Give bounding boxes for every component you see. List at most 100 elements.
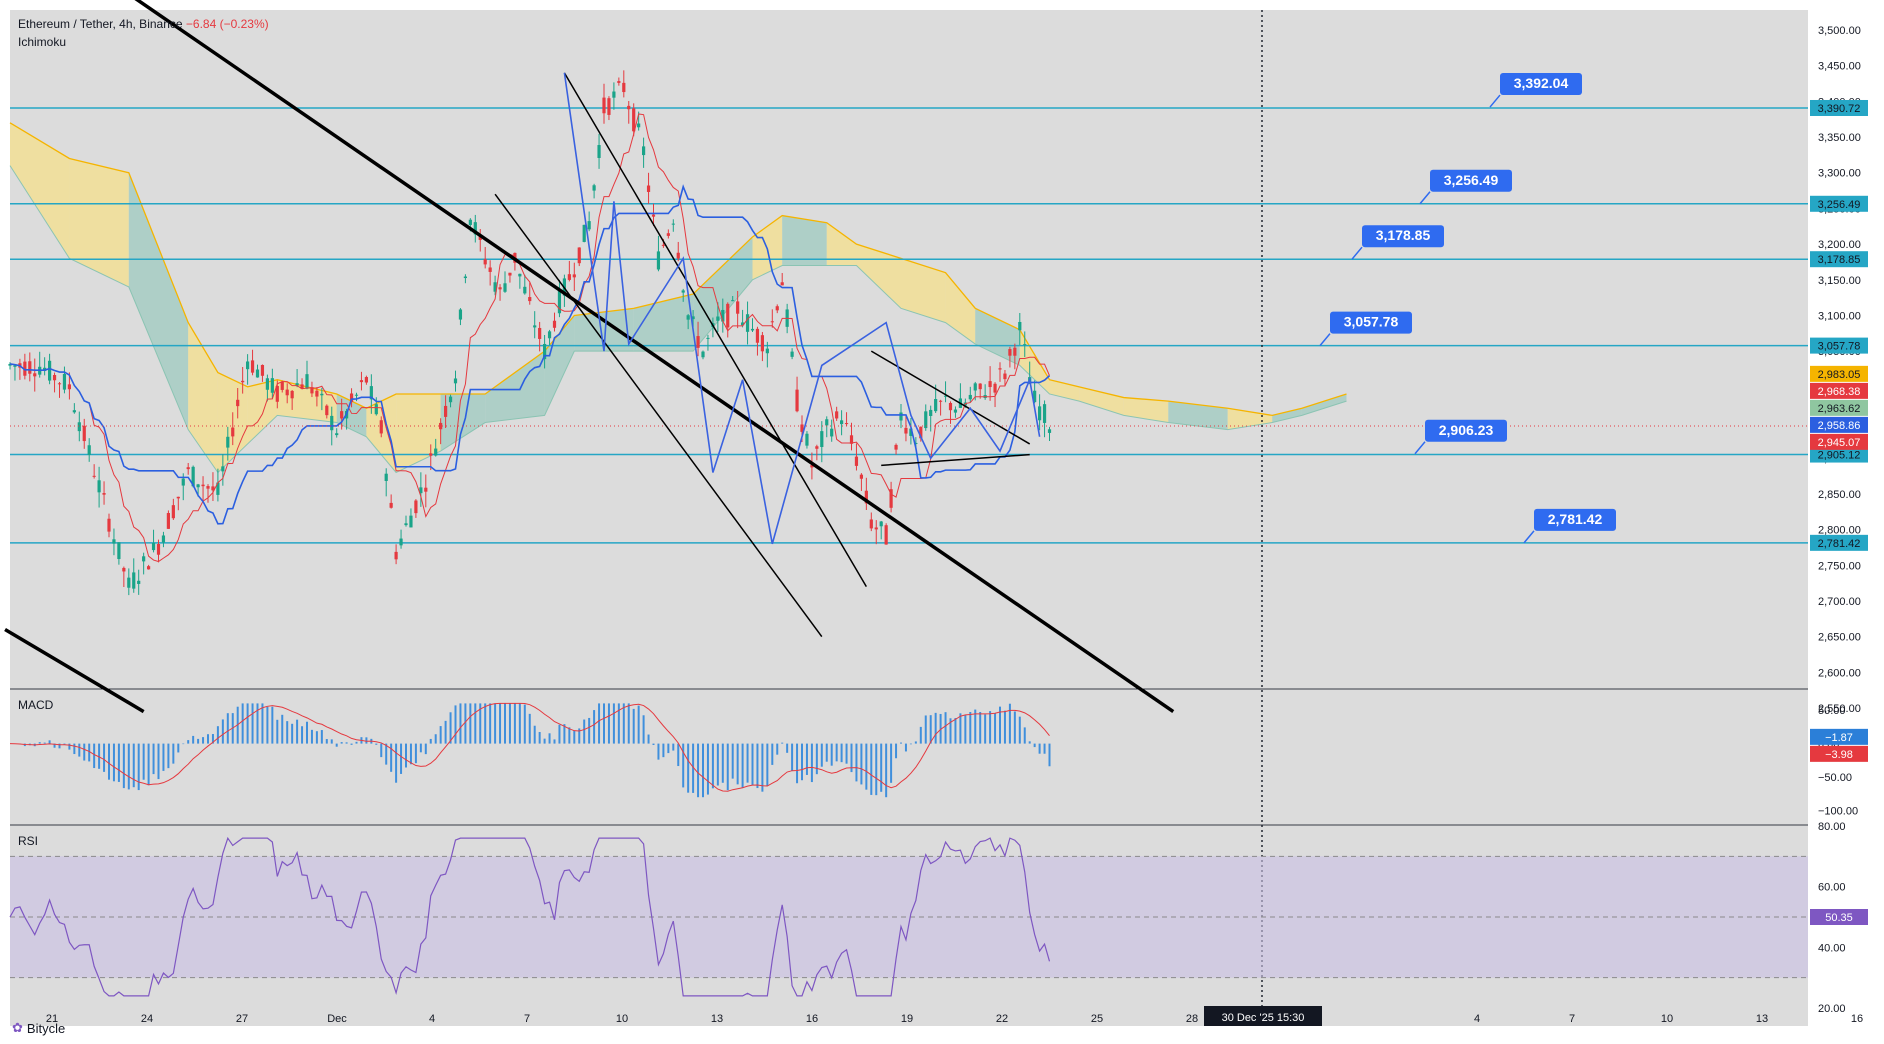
candle-body	[1047, 429, 1052, 433]
candle-body	[934, 399, 938, 412]
time-tick-label: Dec	[327, 1013, 347, 1025]
candle-body	[236, 399, 240, 407]
candle-body	[325, 405, 329, 416]
callout-label: 3,057.78	[1344, 314, 1399, 330]
candle-body	[107, 518, 111, 532]
brand-name: Bitycle	[26, 1020, 66, 1036]
candle-body	[102, 493, 106, 495]
level-tag-label: 3,057.78	[1818, 341, 1861, 353]
candle-body	[646, 185, 651, 192]
candle-body	[444, 405, 448, 417]
cloud-segment	[945, 272, 976, 345]
candle-body	[473, 222, 477, 235]
candle-body	[221, 466, 225, 472]
cloud-segment	[128, 172, 189, 430]
time-tick-label: 22	[996, 1013, 1008, 1025]
rsi-pane-label: RSI	[18, 834, 39, 848]
cloud-segment	[826, 222, 857, 266]
candle-body	[1033, 390, 1037, 403]
candle-body	[884, 525, 888, 545]
time-tick-label: 7	[524, 1013, 530, 1025]
callout-label: 2,906.23	[1439, 422, 1494, 438]
callout-box	[1425, 419, 1507, 442]
candle-body	[765, 348, 769, 354]
candle-body	[602, 97, 606, 114]
callout-pointer	[1414, 441, 1426, 455]
candle-body	[894, 444, 898, 450]
price-tick-label: 2,750.00	[1818, 560, 1861, 572]
candle-body	[543, 343, 547, 360]
candle-body	[1008, 349, 1012, 356]
candle-body	[122, 567, 126, 572]
candle-body	[488, 267, 492, 272]
symbol-title: Ethereum / Tether, 4h, Binance −6.84 (−0…	[18, 17, 269, 31]
candle-body	[607, 98, 611, 115]
candle-body	[770, 321, 774, 323]
time-tick-label: 7	[1569, 1013, 1575, 1025]
candle-body	[250, 360, 255, 373]
candle-body	[468, 219, 472, 225]
candle-body	[349, 393, 354, 403]
callout-pointer	[1351, 246, 1363, 260]
candle-body	[127, 577, 131, 588]
projection-zigzag	[563, 72, 1041, 545]
price-change: −6.84 (−0.23%)	[185, 17, 269, 31]
falling-wedge-lower	[494, 193, 823, 638]
level-tag-label: 3,256.49	[1818, 199, 1861, 211]
candle-body	[617, 81, 621, 83]
candle-body	[206, 486, 210, 489]
rsi-tick-label: 20.00	[1818, 1003, 1846, 1015]
candle-body	[998, 368, 1002, 370]
time-tick-label: 13	[711, 1013, 723, 1025]
candle-body	[305, 374, 309, 389]
candle-body	[181, 478, 185, 486]
candle-body	[439, 422, 443, 430]
time-tick-label: 27	[236, 1013, 248, 1025]
candle-body	[924, 411, 928, 429]
candle-body	[533, 325, 537, 328]
candle-body	[864, 490, 868, 504]
cloud-segment	[69, 158, 129, 287]
candle-body	[528, 297, 532, 302]
candle-body	[760, 335, 764, 352]
candle-body	[13, 365, 17, 367]
candle-body	[166, 513, 170, 529]
candle-body	[394, 551, 398, 560]
candle-body	[755, 328, 760, 343]
candle-body	[597, 145, 601, 158]
candle-body	[196, 484, 200, 488]
candle-body	[701, 351, 705, 358]
level-tag-label: 3,390.72	[1818, 103, 1861, 115]
candle-body	[448, 396, 453, 403]
price-tick-label: 3,300.00	[1818, 168, 1861, 180]
macd-pane-label: MACD	[18, 698, 54, 712]
candle-body	[117, 542, 121, 560]
price-tag	[1810, 416, 1868, 433]
candle-body	[572, 274, 576, 278]
candle-body	[909, 428, 913, 436]
candle-body	[463, 276, 467, 279]
candle-body	[265, 378, 269, 390]
candle-body	[33, 373, 37, 377]
price-tag-label: 2,945.07	[1818, 437, 1861, 449]
level-tag-label: 2,781.42	[1818, 538, 1861, 550]
price-tag	[1810, 382, 1868, 399]
candle-body	[151, 542, 156, 551]
time-tick-label: 10	[1661, 1013, 1673, 1025]
candle-body	[310, 387, 314, 394]
price-tick-label: 3,450.00	[1818, 61, 1861, 73]
candle-body	[330, 415, 334, 431]
candle-body	[72, 410, 76, 413]
candle-body	[552, 320, 557, 328]
candle-body	[943, 395, 948, 397]
candle-body	[741, 322, 745, 326]
candle-body	[340, 411, 344, 419]
level-tag	[1810, 99, 1868, 116]
candle-body	[458, 309, 463, 320]
cloud-segment	[247, 379, 278, 444]
candle-body	[315, 390, 319, 397]
macd-value-label: −1.87	[1825, 732, 1853, 744]
level-tag-label: 3,178.85	[1818, 254, 1861, 266]
signal-value-label: −3.98	[1825, 749, 1853, 761]
